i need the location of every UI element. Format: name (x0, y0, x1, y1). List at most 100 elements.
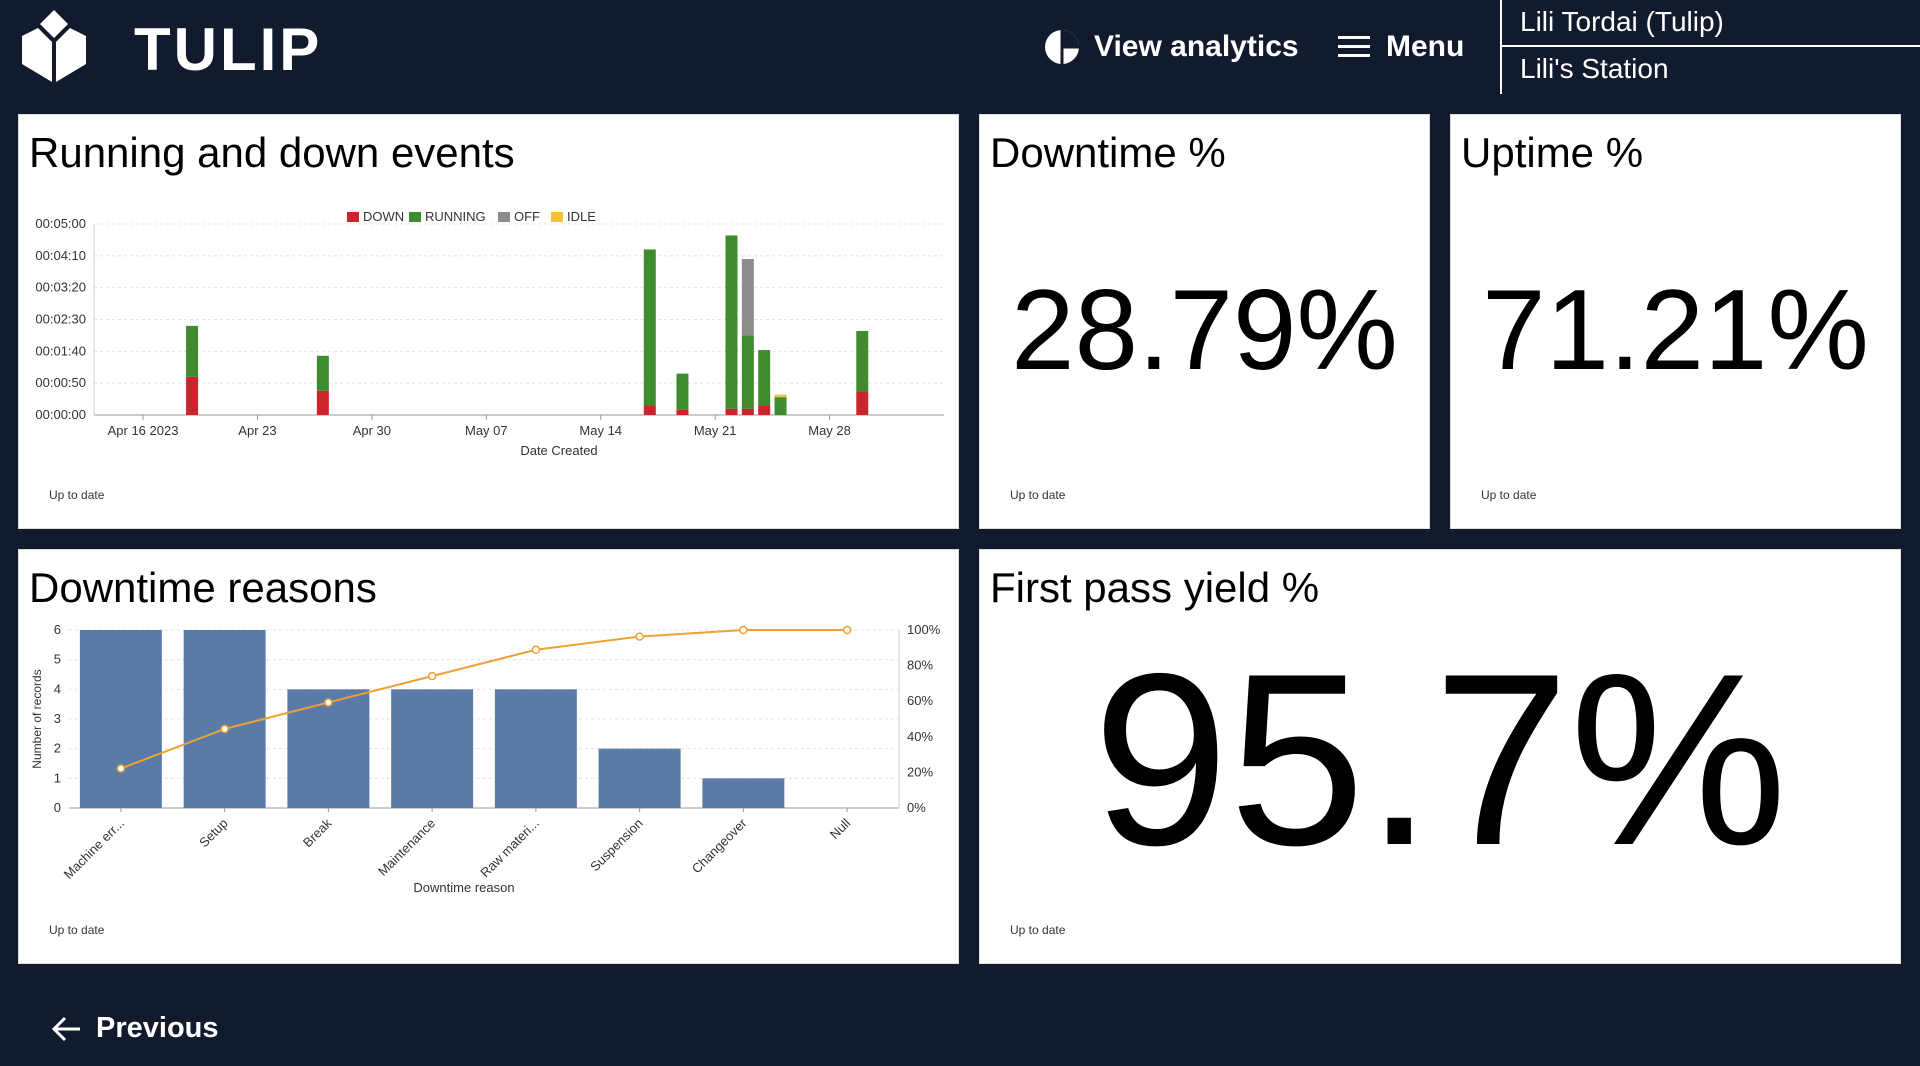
x-tick-label: May 28 (808, 423, 851, 438)
y-tick-label: 2 (54, 741, 61, 756)
y2-tick-label: 100% (907, 622, 941, 637)
downtime-reasons-title: Downtime reasons (29, 564, 377, 611)
user-station-box: Lili Tordai (Tulip) Lili's Station (1500, 0, 1920, 94)
x-tick-label: Changeover (689, 815, 750, 876)
y-tick-label: 00:04:10 (35, 248, 86, 263)
x-axis-title: Date Created (520, 443, 597, 458)
bar-segment-running (856, 330, 869, 392)
legend-swatch-running (409, 212, 421, 222)
y2-tick-label: 80% (907, 658, 933, 673)
legend-label-idle: IDLE (567, 209, 596, 224)
cumulative-point (116, 764, 126, 773)
x-axis-title: Downtime reason (413, 880, 514, 895)
downtime-reasons-status: Up to date (49, 923, 105, 937)
y-tick-label: 00:00:50 (35, 375, 86, 390)
first-pass-yield-title: First pass yield % (990, 564, 1320, 611)
x-tick-label: Apr 16 2023 (108, 423, 179, 438)
bar-segment-running (774, 397, 787, 415)
bar-4 (391, 689, 474, 808)
cumulative-point (220, 724, 229, 734)
downtime-value: 28.79% (1011, 267, 1398, 394)
cumulative-line (120, 629, 848, 770)
x-tick-label: Raw materi... (477, 816, 542, 881)
pie-chart-icon (1045, 30, 1079, 64)
view-analytics-button[interactable]: View analytics (1044, 22, 1299, 72)
hamburger-menu-icon (1338, 36, 1370, 57)
bar-segment-running (741, 335, 754, 409)
running-events-chart: DOWN RUNNING OFF IDLE 00:00:00 00:00:50 00:01:… (35, 209, 944, 458)
y-tick-label: 6 (54, 622, 61, 637)
x-tick-label: Suspension (587, 816, 646, 875)
legend-swatch-off (498, 212, 510, 222)
menu-button[interactable]: Menu (1338, 22, 1464, 72)
station-name[interactable]: Lili's Station (1520, 53, 1669, 84)
x-tick-label: Break (300, 815, 335, 850)
bar-segment-down (725, 408, 738, 415)
uptime-status: Up to date (1481, 488, 1537, 502)
bar-segment-running (643, 249, 656, 406)
y-tick-label: 00:03:20 (35, 280, 86, 295)
cumulative-point (427, 671, 437, 681)
y-tick-label: 3 (54, 711, 61, 726)
running-events-title: Running and down events (29, 129, 515, 176)
bar-segment-down (316, 390, 329, 415)
x-tick-label: May 21 (694, 423, 737, 438)
x-tick-label: Apr 23 (238, 423, 276, 438)
bar-2 (183, 630, 266, 808)
y-axis-title: Number of records (30, 669, 44, 768)
previous-button[interactable]: Previous (52, 1012, 219, 1045)
y-tick-label: 4 (54, 681, 61, 696)
y-tick-label: 00:05:00 (35, 216, 86, 231)
previous-label: Previous (96, 1012, 219, 1044)
bar-segment-idle (774, 394, 787, 398)
uptime-card: Uptime % 71.21% Up to date (1450, 114, 1901, 529)
bar-segment-running (676, 373, 689, 410)
y-tick-label: 00:01:40 (35, 343, 86, 358)
running-events-card: Running and down events DOWN RUNNING OFF ID… (18, 114, 959, 529)
bar-segment-down (856, 391, 869, 415)
y-tick-label: 0 (54, 800, 61, 815)
y-tick-label: 00:02:30 (35, 312, 86, 327)
bar-segment-running (186, 325, 199, 377)
x-tick-label: Setup (196, 816, 231, 851)
legend-swatch-idle (551, 212, 563, 222)
first-pass-yield-status: Up to date (1010, 923, 1066, 937)
legend-label-running: RUNNING (425, 209, 486, 224)
downtime-title: Downtime % (990, 129, 1226, 176)
tulip-logo-icon (22, 10, 86, 82)
x-tick-label: May 07 (465, 423, 508, 438)
menu-label: Menu (1386, 30, 1465, 63)
x-tick-label: May 14 (579, 423, 622, 438)
bar-segment-running (758, 350, 771, 406)
first-pass-yield-value: 95.7% (1092, 622, 1788, 896)
x-tick-label: Machine err... (61, 816, 127, 882)
y2-tick-label: 60% (907, 693, 933, 708)
cumulative-point (531, 645, 541, 655)
cumulative-point (324, 698, 333, 707)
arrow-left-icon (52, 1016, 80, 1041)
bar-segment-down (676, 409, 689, 415)
uptime-title: Uptime % (1461, 129, 1644, 176)
x-tick-label: Maintenance (375, 816, 438, 879)
bar-3 (287, 689, 370, 808)
logo-text: TULIP (134, 15, 323, 83)
cumulative-point (842, 625, 852, 635)
y2-tick-label: 40% (907, 729, 933, 744)
running-events-status: Up to date (49, 488, 105, 502)
bar-6 (598, 748, 681, 808)
x-tick-label: Apr 30 (353, 423, 391, 438)
downtime-status: Up to date (1010, 488, 1066, 502)
bar-segment-running (316, 355, 329, 391)
bar-5 (494, 689, 577, 808)
bar-7 (702, 778, 785, 808)
cumulative-point (635, 632, 644, 641)
first-pass-yield-card: First pass yield % 95.7% Up to date (979, 549, 1901, 964)
y2-tick-label: 0% (907, 800, 926, 815)
user-name[interactable]: Lili Tordai (Tulip) (1502, 0, 1920, 47)
bar-1 (79, 630, 162, 808)
y-tick-label: 5 (54, 652, 61, 667)
legend-label-off: OFF (514, 209, 540, 224)
bar-segment-running (725, 235, 738, 409)
y2-tick-label: 20% (907, 764, 933, 779)
